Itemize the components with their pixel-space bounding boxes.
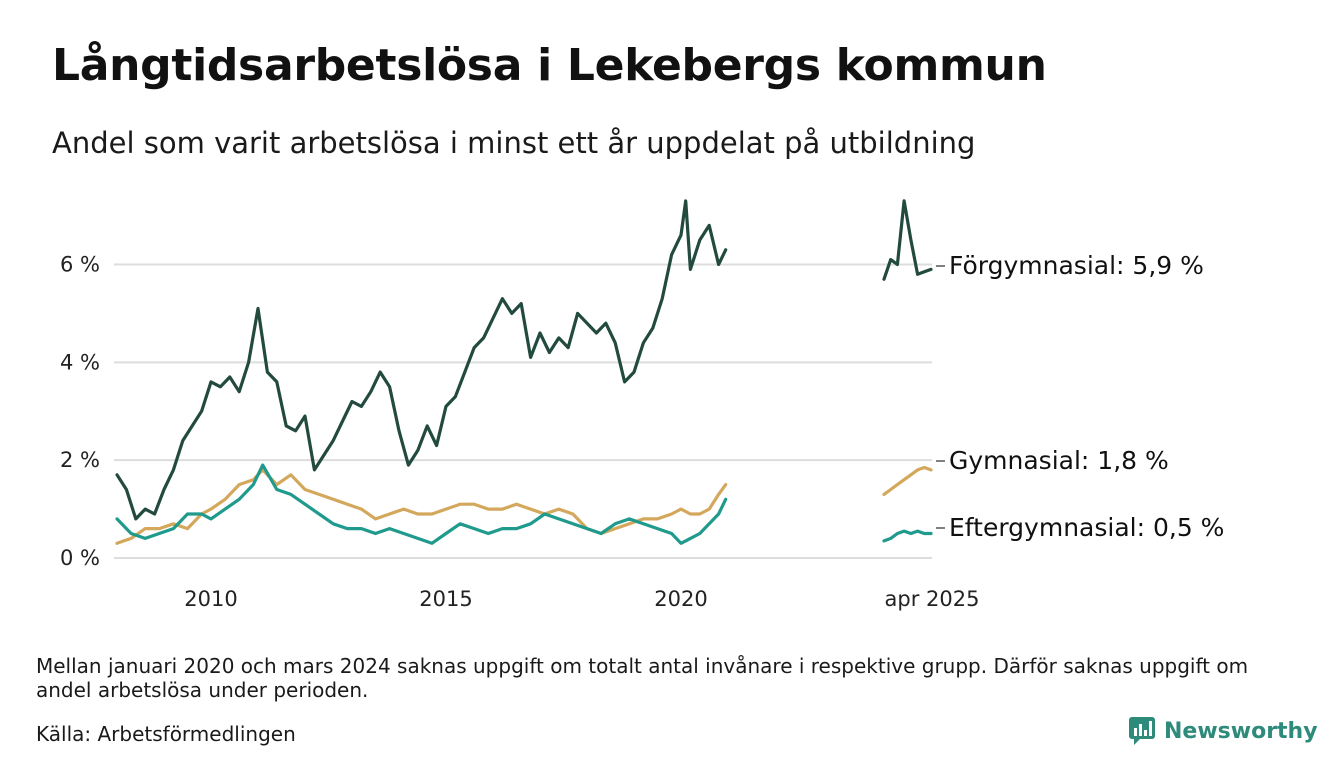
- grid-lines: [114, 263, 932, 559]
- series-line-gymnasial-history: [115, 468, 728, 545]
- series-line-forgymnasial-history: [115, 199, 728, 521]
- series-labels: Förgymnasial: 5,9 % Gymnasial: 1,8 % Efter…: [936, 251, 1224, 542]
- newsworthy-logo: Newsworthy: [1128, 716, 1318, 746]
- y-tick-label: 6 %: [60, 252, 100, 276]
- y-axis: 0 % 2 % 4 % 6 %: [60, 252, 100, 570]
- series-line-eftergymnasial-recent: [882, 529, 933, 543]
- series-line-gymnasial-recent: [882, 465, 933, 496]
- series-lines: [115, 199, 933, 545]
- series-label-forgymnasial: Förgymnasial: 5,9 %: [949, 251, 1204, 280]
- series-line-eftergymnasial-history: [115, 463, 728, 545]
- chart-subtitle: Andel som varit arbetslösa i minst ett å…: [52, 126, 976, 160]
- series-label-gymnasial: Gymnasial: 1,8 %: [949, 446, 1169, 475]
- series-label-eftergymnasial: Eftergymnasial: 0,5 %: [949, 513, 1224, 542]
- x-tick-label: 2010: [184, 587, 237, 611]
- x-axis: 2010 2015 2020 apr 2025: [184, 587, 979, 611]
- x-tick-label-end: apr 2025: [885, 587, 980, 611]
- footnote: Mellan januari 2020 och mars 2024 saknas…: [36, 654, 1249, 702]
- x-tick-label: 2015: [419, 587, 472, 611]
- x-tick-label: 2020: [654, 587, 707, 611]
- brand-name: Newsworthy: [1164, 718, 1318, 744]
- series-line-forgymnasial-recent: [882, 199, 933, 281]
- newsworthy-logo-icon: [1129, 717, 1155, 745]
- y-tick-label: 2 %: [60, 448, 100, 472]
- line-chart: 0 % 2 % 4 % 6 % 2010 2015 2020 apr 2025 Förgym…: [60, 199, 1224, 611]
- chart-title: Långtidsarbetslösa i Lekebergs kommun: [52, 40, 1047, 91]
- source-text: Källa: Arbetsförmedlingen: [36, 722, 296, 746]
- y-tick-label: 4 %: [60, 350, 100, 374]
- y-tick-label: 0 %: [60, 546, 100, 570]
